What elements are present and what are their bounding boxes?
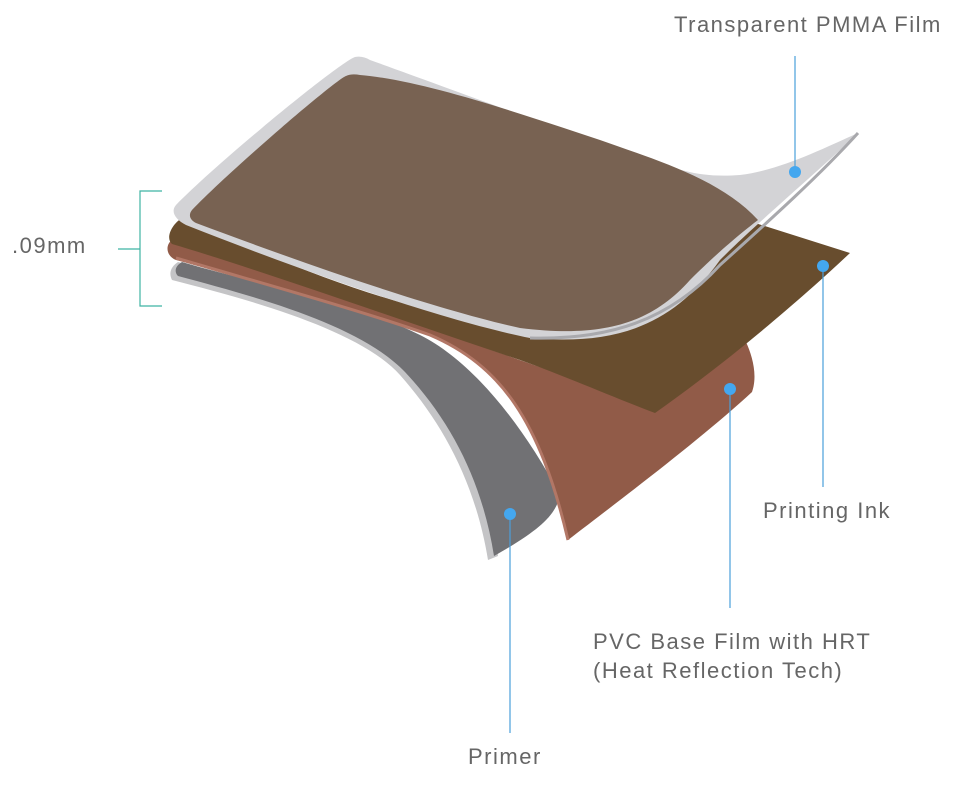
pmma-curl-edge <box>529 131 860 340</box>
ink-layer <box>169 218 851 413</box>
pvc-marker <box>724 383 736 395</box>
primer-marker <box>504 508 516 520</box>
primer-layer <box>175 262 560 556</box>
primer-label: Primer <box>468 744 542 769</box>
pmma-marker <box>789 166 801 178</box>
pvc-label-line2: (Heat Reflection Tech) <box>593 657 844 683</box>
thickness-label: .09mm <box>12 233 87 258</box>
pvc-label-line1: PVC Base Film with HRT <box>593 629 872 654</box>
pvc-layer <box>167 240 755 540</box>
artwork-panel <box>189 74 759 332</box>
pvc-layer-highlight <box>175 256 570 541</box>
pmma-label: Transparent PMMA Film <box>674 12 942 37</box>
ink-marker <box>817 260 829 272</box>
ink-label: Printing Ink <box>763 498 892 523</box>
pvc-label: PVC Base Film with HRT (Heat Reflection … <box>593 628 871 685</box>
thickness-bracket <box>118 190 162 307</box>
